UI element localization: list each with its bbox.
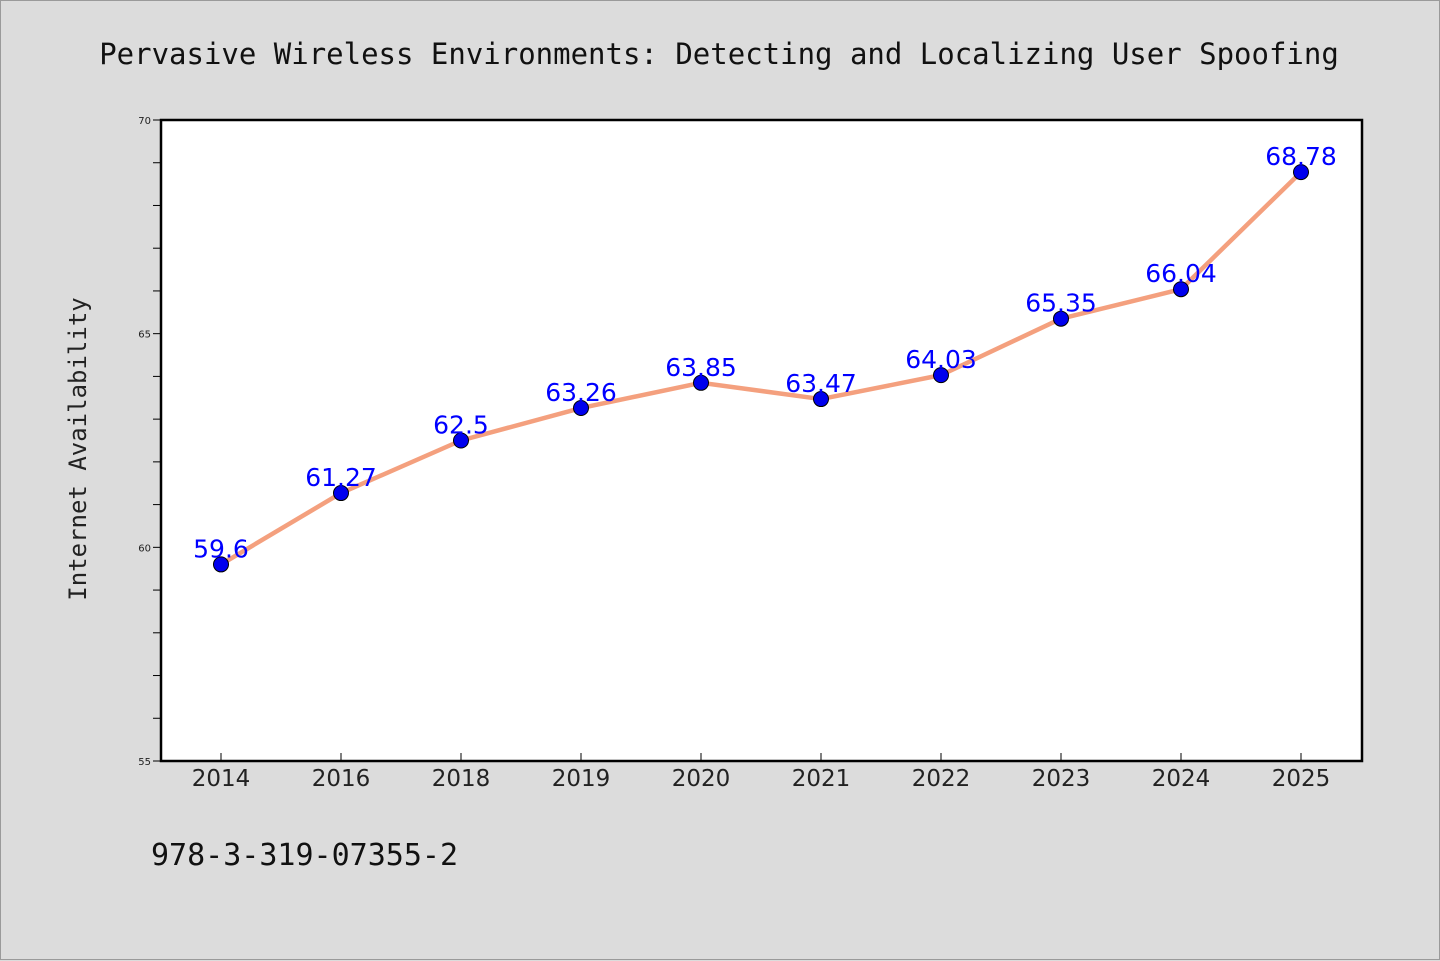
series-layer: 59.6 61.27 62.5 63.26 63.85 63.47 64.03 65.35 66… (193, 142, 1337, 573)
x-tick-label: 2020 (672, 766, 731, 792)
data-label: 59.6 (193, 534, 249, 563)
data-label: 62.5 (433, 411, 489, 440)
data-label: 63.26 (545, 378, 617, 407)
data-point (693, 374, 709, 391)
y-axis: 55 60 65 70 (138, 116, 161, 768)
x-tick-label: 2016 (312, 766, 371, 792)
data-label: 68.78 (1265, 142, 1337, 171)
plot-area (159, 118, 1364, 763)
x-tick-label: 2019 (552, 766, 611, 792)
data-point (813, 391, 829, 408)
data-point (933, 367, 949, 384)
x-tick-label: 2025 (1272, 766, 1331, 792)
series-line (218, 169, 1304, 567)
x-tick-label: 2022 (912, 766, 971, 792)
data-label: 63.47 (785, 369, 857, 398)
data-point (333, 485, 349, 502)
data-point (213, 556, 229, 573)
x-tick-label: 2023 (1032, 766, 1091, 792)
x-tick-label: 2018 (432, 766, 491, 792)
data-point (1053, 310, 1069, 327)
isbn-text: 978-3-319-07355-2 (151, 838, 458, 873)
data-point (453, 432, 469, 449)
y-tick-label: 60 (138, 543, 151, 554)
chart-title: Pervasive Wireless Environments: Detecti… (99, 37, 1339, 71)
x-tick-label: 2024 (1152, 766, 1211, 792)
data-point (573, 400, 589, 417)
data-point (1293, 164, 1309, 181)
y-tick-label: 55 (138, 757, 151, 768)
data-point (1173, 281, 1189, 298)
data-label: 61.27 (305, 463, 377, 492)
data-label: 64.03 (905, 345, 977, 374)
x-axis: 2014 2016 2018 2019 2020 2021 2022 2023 2024 2025 (192, 753, 1331, 792)
y-tick-label: 65 (138, 330, 151, 341)
x-tick-label: 2021 (792, 766, 851, 792)
data-label: 65.35 (1025, 289, 1097, 318)
y-axis-label: Internet Availability (64, 297, 92, 600)
data-label: 63.85 (665, 353, 737, 382)
x-tick-label: 2014 (192, 766, 251, 792)
data-label: 66.04 (1145, 259, 1217, 288)
y-tick-label: 70 (138, 116, 151, 127)
